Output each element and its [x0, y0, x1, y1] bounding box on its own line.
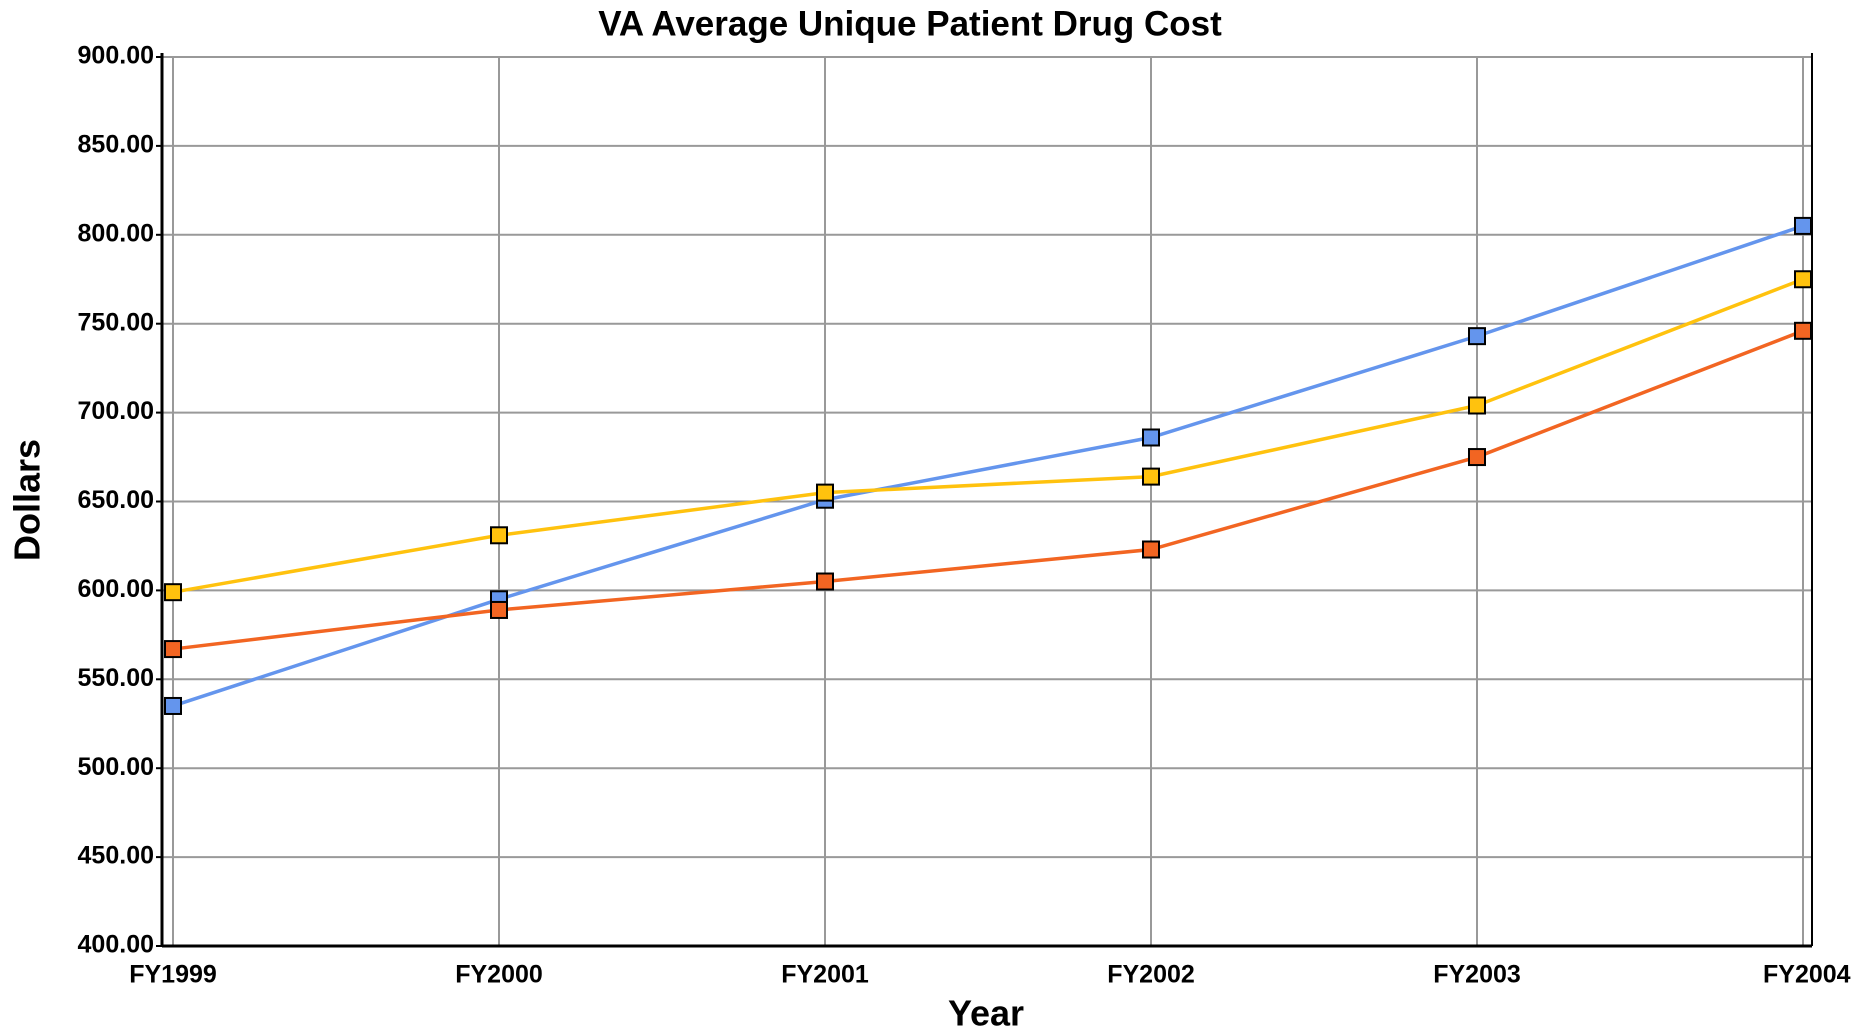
data-point — [816, 483, 834, 502]
data-point — [1794, 321, 1812, 340]
x-tick-label: FY2002 — [1107, 961, 1195, 989]
y-tick-label: 750.00 — [78, 308, 154, 336]
data-point — [1468, 396, 1486, 415]
x-tick-label: FY2000 — [455, 961, 543, 989]
data-point — [1794, 270, 1812, 289]
y-tick-label: 650.00 — [78, 486, 154, 514]
series-line — [172, 329, 1804, 651]
y-tick-label: 450.00 — [78, 842, 154, 870]
data-point — [490, 526, 508, 545]
data-point — [164, 696, 182, 715]
x-tick-label: FY1999 — [129, 961, 217, 989]
data-point — [164, 583, 182, 602]
data-point — [1794, 216, 1812, 235]
chart-title: VA Average Unique Patient Drug Cost — [598, 4, 1222, 43]
y-tick-label: 400.00 — [78, 931, 154, 959]
data-point — [1468, 327, 1486, 346]
series-line — [172, 277, 1804, 594]
data-point — [816, 572, 834, 591]
data-point — [1142, 428, 1160, 447]
y-tick-label: 900.00 — [78, 42, 154, 70]
y-tick-label: 600.00 — [78, 575, 154, 603]
data-point — [1142, 540, 1160, 559]
y-tick-label: 500.00 — [78, 753, 154, 781]
x-tick-label: FY2001 — [781, 961, 869, 989]
y-tick-label: 550.00 — [78, 664, 154, 692]
data-point — [1142, 467, 1160, 486]
data-point — [164, 640, 182, 659]
x-tick-label: FY2003 — [1433, 961, 1521, 989]
data-point — [1468, 448, 1486, 467]
y-tick-label: 700.00 — [78, 397, 154, 425]
y-tick-label: 850.00 — [78, 131, 154, 159]
y-axis-title: Dollars — [7, 439, 48, 561]
x-tick-label: FY2004 — [1763, 961, 1851, 989]
x-axis-title: Year — [948, 993, 1024, 1034]
data-point — [490, 600, 508, 619]
y-tick-label: 800.00 — [78, 219, 154, 247]
